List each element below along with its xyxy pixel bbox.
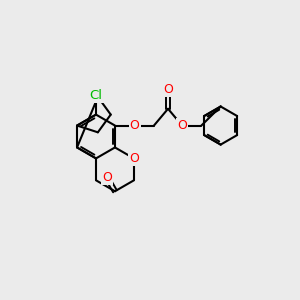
Text: O: O xyxy=(129,152,139,165)
Text: O: O xyxy=(177,119,187,132)
Text: Cl: Cl xyxy=(89,89,103,102)
Text: O: O xyxy=(102,170,112,184)
Text: O: O xyxy=(130,119,140,132)
Text: O: O xyxy=(163,83,173,96)
